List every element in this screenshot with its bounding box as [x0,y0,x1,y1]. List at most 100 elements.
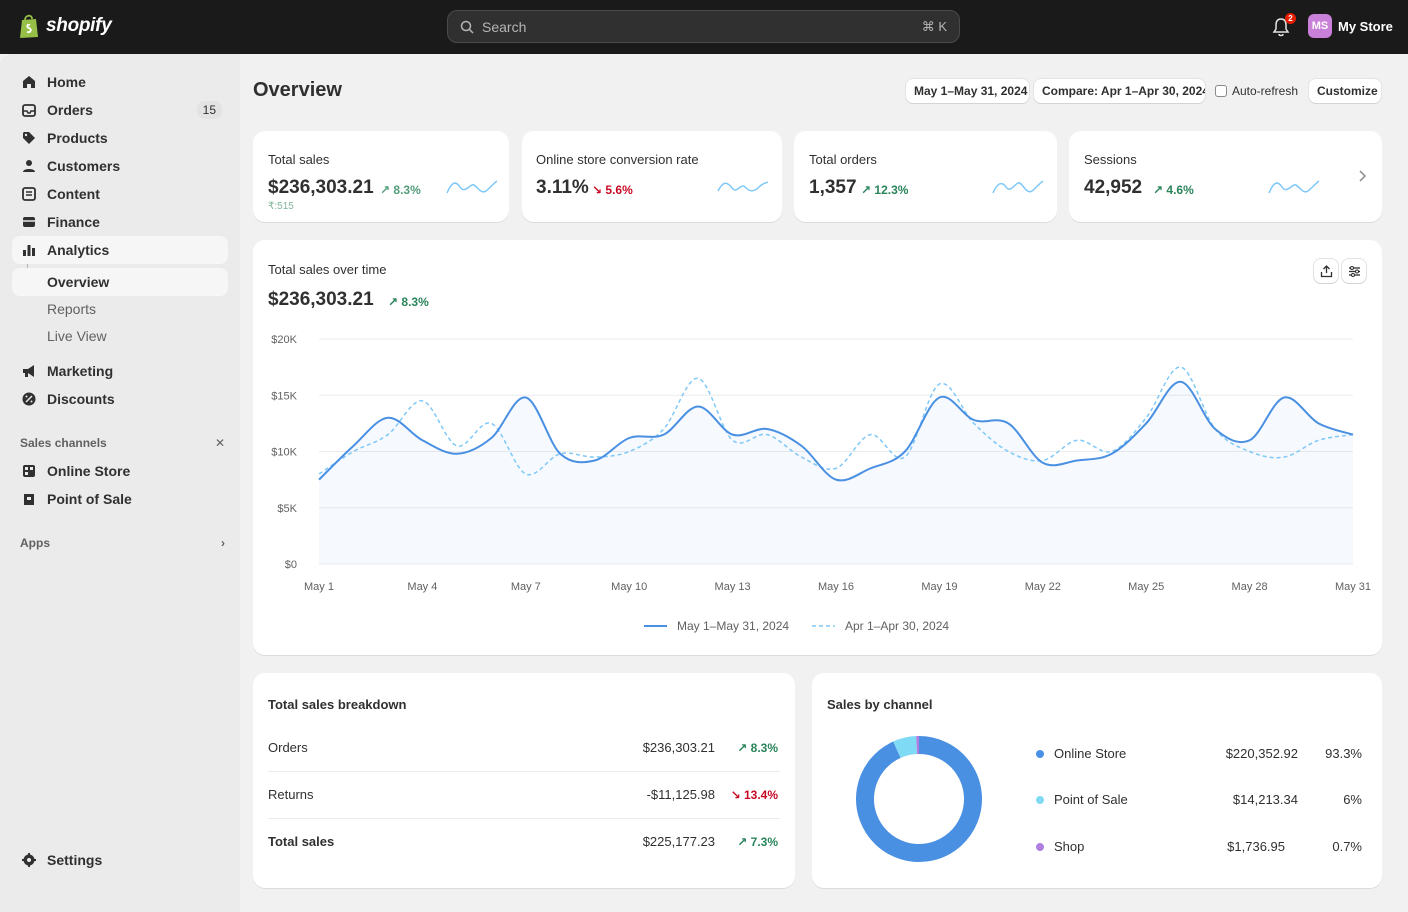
sparkline [446,180,498,194]
x-tick-label: May 22 [1025,581,1061,593]
metric-card-total-orders[interactable]: Total orders 1,357 ↗ 12.3% [794,131,1057,222]
compare-button[interactable]: Compare: Apr 1–Apr 30, 2024 [1034,79,1205,103]
donut-slice[interactable] [893,736,918,759]
metric-label: Total sales [268,152,330,167]
sidebar-item-label: Point of Sale [47,491,132,507]
series-area [319,381,1353,564]
sidebar-item-home[interactable]: Home [12,68,228,96]
home-icon [20,73,38,91]
metric-delta: ↗ 12.3% [861,183,909,197]
pos-icon [20,490,38,508]
sales-channels-heading[interactable]: Sales channels ✕ [20,436,225,450]
chart-title: Total sales over time [268,262,387,277]
breakdown-delta: ↘ 13.4% [730,788,778,802]
sidebar [0,54,240,912]
x-tick-label: May 7 [511,581,541,593]
orders-count-badge: 15 [196,101,222,119]
legend-label-previous: Apr 1–Apr 30, 2024 [845,619,949,633]
sidebar-item-orders[interactable]: Orders 15 [12,96,228,124]
sidebar-item-finance[interactable]: Finance [12,208,228,236]
sales-over-time-card: Total sales over time $236,303.21 ↗ 8.3%… [253,240,1382,655]
sidebar-item-label: Discounts [47,391,115,407]
sidebar-subitem-overview[interactable]: Overview [12,268,228,296]
content-icon [20,185,38,203]
breakdown-row-total: Total sales $225,177.23 ↗ 7.3% [268,819,780,866]
sidebar-item-label: Products [47,130,108,146]
x-tick-label: May 19 [921,581,957,593]
breakdown-delta: ↗ 7.3% [737,835,778,849]
megaphone-icon [20,362,38,380]
channel-amount: $14,213.34 [1232,792,1298,807]
sidebar-item-analytics[interactable]: Analytics [12,236,228,264]
customize-button[interactable]: Customize [1309,79,1381,103]
store-name[interactable]: My Store [1338,19,1393,34]
donut-slice[interactable] [856,736,982,862]
legend-dot [1036,750,1044,758]
sidebar-item-label: Content [47,186,100,202]
channel-donut-chart [856,736,982,862]
metric-card-conversion-rate[interactable]: Online store conversion rate 3.11% ↘ 5.6… [522,131,782,222]
sales-breakdown-card: Total sales breakdown Orders $236,303.21… [253,673,795,888]
sidebar-item-discounts[interactable]: Discounts [12,385,228,413]
y-tick-label: $5K [277,503,297,515]
sidebar-item-content[interactable]: Content [12,180,228,208]
channel-row-point-of-sale: Point of Sale $14,213.34 6% [1032,790,1362,810]
auto-refresh-label: Auto-refresh [1232,84,1299,98]
apps-label: Apps [20,536,50,550]
metric-card-total-sales[interactable]: Total sales $236,303.21 ↗ 8.3% ₹:515 [253,131,509,222]
auto-refresh-checkbox[interactable] [1215,85,1227,97]
sidebar-item-label: Customers [47,158,121,174]
search-shortcut: ⌘ K [921,18,947,34]
channel-percent: 93.3% [1325,746,1362,761]
x-tick-label: May 28 [1232,581,1268,593]
sidebar-subitem-reports[interactable]: Reports [47,301,97,317]
sidebar-item-customers[interactable]: Customers [12,152,228,180]
metric-label: Online store conversion rate [536,152,699,167]
bell-icon[interactable] [1270,16,1292,38]
sidebar-item-label: Online Store [47,463,131,479]
chart-delta: ↗ 8.3% [388,295,429,309]
channel-name: Online Store [1054,746,1127,761]
metric-subtext: ₹:515 [268,201,294,212]
metric-label: Total orders [809,152,877,167]
date-range-button[interactable]: May 1–May 31, 2024 [906,79,1029,103]
chevron-right-icon[interactable]: › [221,536,225,550]
notification-badge: 2 [1285,13,1296,24]
search-icon [460,20,474,34]
chart-total: $236,303.21 [268,289,374,310]
sidebar-item-online-store[interactable]: Online Store [12,457,228,485]
top-bar: shopify Search ⌘ K 2 MS My Store [0,0,1408,54]
sidebar-item-products[interactable]: Products [12,124,228,152]
close-icon[interactable]: ✕ [214,436,225,450]
page-title: Overview [253,79,342,101]
sidebar-item-marketing[interactable]: Marketing [12,357,228,385]
search-input[interactable]: Search [482,18,527,35]
orders-icon [20,101,38,119]
sidebar-item-point-of-sale[interactable]: Point of Sale [12,485,228,513]
sales-line-chart: $0 $5K $10K $15K $20K May 1 May 4 May 7 May 10 Ma… [271,334,1371,633]
export-button[interactable] [1314,259,1338,283]
gear-icon [20,851,38,869]
person-icon [20,157,38,175]
channel-amount: $220,352.92 [1225,746,1298,761]
chevron-right-icon[interactable] [1354,168,1370,184]
metric-value: $236,303.21 [268,177,374,198]
sparkline [717,181,769,192]
legend-dot [1036,843,1044,851]
sidebar-subitem-live-view[interactable]: Live View [47,328,107,344]
breakdown-value: -$11,125.98 [646,787,715,802]
apps-heading[interactable]: Apps › [20,536,225,550]
channel-percent: 6% [1343,792,1362,807]
x-tick-label: May 4 [407,581,437,593]
y-tick-label: $15K [271,390,297,402]
metric-label: Sessions [1084,152,1137,167]
auto-refresh-toggle[interactable]: Auto-refresh [1215,84,1298,98]
metric-card-sessions[interactable]: Sessions 42,952 ↗ 4.6% [1069,131,1382,222]
avatar[interactable]: MS [1308,14,1332,38]
shopify-logo[interactable]: shopify [18,13,112,39]
search-bar[interactable]: Search ⌘ K [447,10,960,43]
chart-settings-button[interactable] [1342,259,1366,283]
sidebar-item-label: Orders [47,102,93,118]
sidebar-item-label: Home [47,74,86,90]
sidebar-item-settings[interactable]: Settings [12,846,228,874]
